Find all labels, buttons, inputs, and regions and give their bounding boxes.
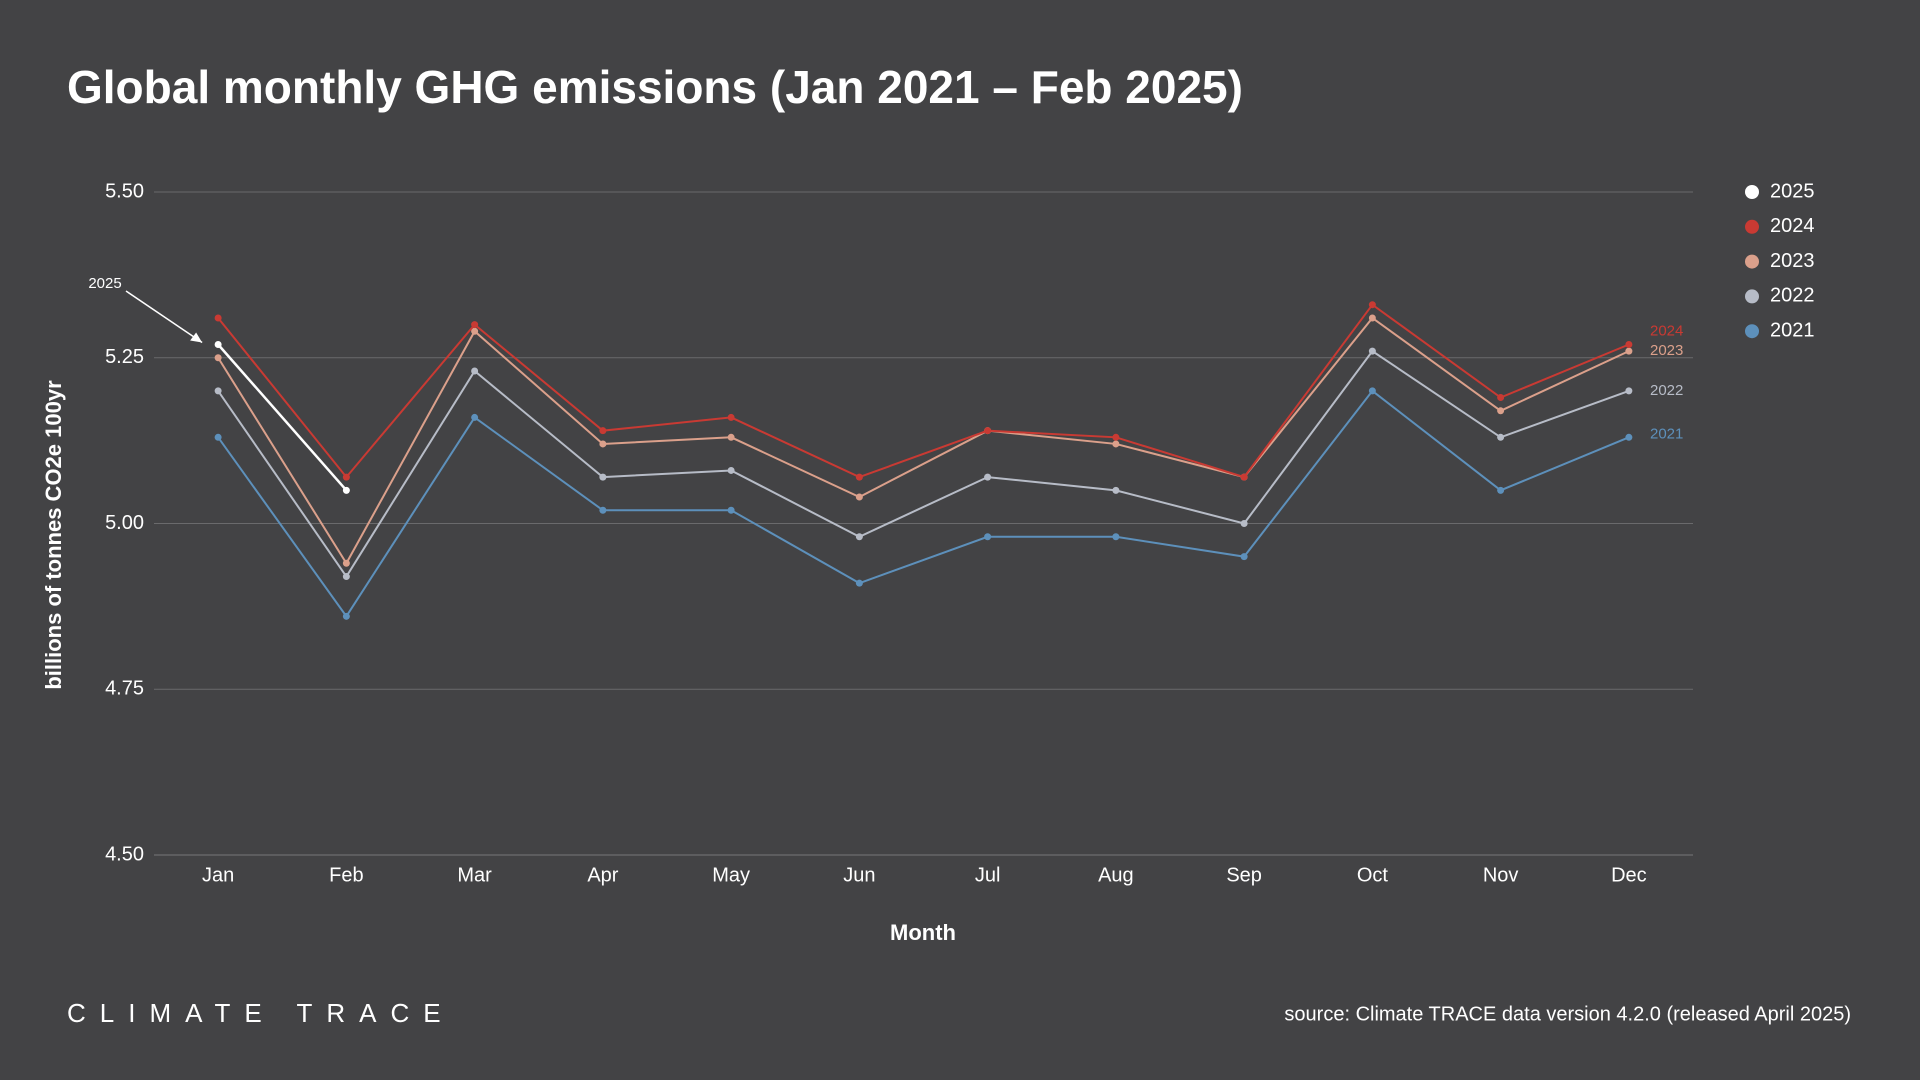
data-point [727, 433, 735, 441]
data-point [855, 533, 863, 541]
series-annotation: 2025 [88, 275, 121, 292]
data-point [984, 427, 992, 435]
y-axis-title: billions of tonnes CO2e 100yr [41, 380, 66, 690]
data-point [599, 473, 607, 481]
x-tick-label: Jan [202, 864, 234, 886]
data-point [855, 473, 863, 481]
data-point [1240, 473, 1248, 481]
data-point [727, 413, 735, 421]
data-point [214, 387, 222, 395]
data-point [342, 473, 350, 481]
x-tick-label: Apr [587, 864, 618, 886]
annotation-arrow [125, 290, 203, 344]
annotation-arrowhead [190, 332, 203, 343]
data-point [1112, 486, 1120, 494]
y-tick-label: 4.75 [105, 678, 144, 700]
series-line [217, 316, 1630, 566]
y-tick-label: 5.00 [105, 512, 144, 534]
legend-label: 2025 [1770, 180, 1815, 202]
data-point [1112, 533, 1120, 541]
data-point [1625, 433, 1633, 441]
data-point [342, 573, 350, 581]
data-point [1368, 301, 1376, 309]
data-point [1240, 553, 1248, 561]
data-point [471, 321, 479, 329]
x-tick-label: Sep [1226, 864, 1262, 886]
series-line [217, 303, 1630, 479]
legend-label: 2021 [1770, 319, 1815, 341]
data-point [599, 440, 607, 448]
data-point [214, 340, 222, 348]
data-point [214, 314, 222, 322]
data-point [1497, 407, 1505, 415]
x-tick-label: Dec [1611, 864, 1647, 886]
data-point [1112, 433, 1120, 441]
data-point [1368, 387, 1376, 395]
data-point [1625, 347, 1633, 355]
data-point [727, 466, 735, 474]
data-point [1240, 520, 1248, 527]
series-line [217, 343, 348, 492]
legend-label: 2022 [1770, 285, 1815, 307]
data-point [1112, 440, 1120, 448]
series-line [217, 389, 1630, 619]
data-point [599, 427, 607, 435]
y-tick-label: 5.50 [105, 180, 144, 202]
legend-swatch [1745, 185, 1759, 199]
chart-title: Global monthly GHG emissions (Jan 2021 –… [67, 61, 1243, 113]
data-point [1368, 314, 1376, 322]
y-tick-label: 5.25 [105, 346, 144, 368]
data-point [1368, 347, 1376, 355]
series-end-label: 2024 [1650, 322, 1683, 339]
data-point [342, 486, 350, 494]
x-tick-label: Jun [843, 864, 875, 886]
x-tick-label: Mar [457, 864, 492, 886]
data-point [471, 413, 479, 421]
data-point [342, 612, 350, 620]
brand-logo: CLIMATE TRACE [67, 998, 455, 1028]
data-point [855, 579, 863, 587]
data-point [1625, 340, 1633, 348]
source-note: source: Climate TRACE data version 4.2.0… [1284, 1003, 1851, 1025]
data-point [855, 493, 863, 501]
data-point [214, 433, 222, 441]
data-point [1497, 486, 1505, 494]
data-point [1625, 387, 1633, 395]
x-tick-label: Feb [329, 864, 363, 886]
x-tick-label: May [712, 864, 750, 886]
series-end-label: 2021 [1650, 425, 1683, 442]
x-tick-label: Jul [975, 864, 1001, 886]
data-point [471, 367, 479, 375]
series-end-label: 2022 [1650, 382, 1683, 399]
data-point [214, 354, 222, 362]
series-line [217, 349, 1630, 579]
x-tick-label: Oct [1357, 864, 1389, 886]
data-point [471, 327, 479, 335]
legend-swatch [1745, 254, 1759, 269]
data-point [1497, 394, 1505, 402]
legend-swatch [1745, 324, 1759, 339]
data-point [599, 506, 607, 514]
x-axis-title: Month [890, 920, 956, 945]
x-tick-label: Nov [1483, 864, 1519, 886]
data-point [727, 506, 735, 514]
series-end-label: 2023 [1650, 342, 1683, 359]
y-tick-label: 4.50 [105, 843, 144, 865]
legend-swatch [1745, 219, 1759, 234]
data-point [984, 533, 992, 541]
data-point [342, 559, 350, 567]
x-tick-label: Aug [1098, 864, 1134, 886]
data-point [984, 473, 992, 481]
data-point [1497, 433, 1505, 441]
legend-label: 2024 [1770, 215, 1815, 237]
legend-label: 2023 [1770, 250, 1815, 272]
legend-swatch [1745, 289, 1759, 304]
